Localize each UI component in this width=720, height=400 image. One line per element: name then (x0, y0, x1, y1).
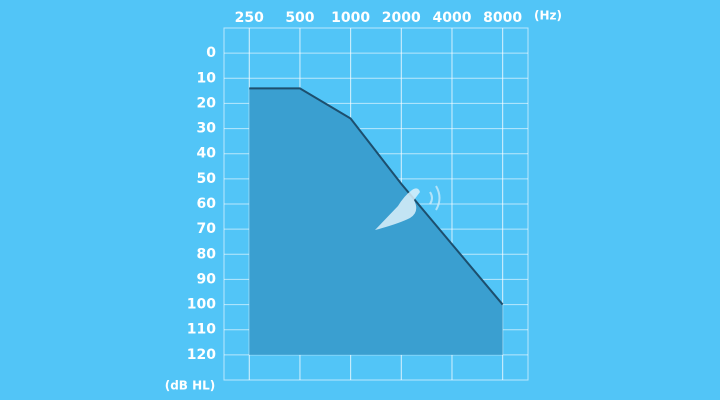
x-tick-label: 500 (285, 10, 314, 26)
y-tick-label: 60 (197, 196, 217, 212)
x-tick-label: 250 (235, 10, 264, 26)
y-tick-label: 30 (197, 121, 217, 137)
y-tick-label: 70 (197, 221, 217, 237)
x-tick-label: 4000 (432, 10, 471, 26)
y-tick-label: 10 (197, 70, 217, 86)
y-tick-label: 90 (197, 271, 217, 287)
y-tick-label: 100 (187, 297, 216, 313)
y-tick-label: 20 (197, 95, 217, 111)
y-unit: (dB HL) (165, 379, 216, 393)
y-tick-label: 110 (187, 322, 216, 338)
threshold-line (249, 87, 504, 306)
bird-icon (375, 188, 420, 230)
x-tick-label: 2000 (382, 10, 421, 26)
x-tick-label: 8000 (483, 10, 522, 26)
bird-sound (429, 185, 441, 211)
area-fill (249, 88, 503, 355)
x-unit: (Hz) (534, 9, 562, 23)
x-tick-label: 1000 (331, 10, 370, 26)
y-tick-label: 0 (206, 45, 216, 61)
y-tick-label: 40 (197, 146, 217, 162)
y-tick-label: 80 (197, 246, 217, 262)
y-tick-label: 120 (187, 347, 216, 363)
y-tick-label: 50 (197, 171, 217, 187)
